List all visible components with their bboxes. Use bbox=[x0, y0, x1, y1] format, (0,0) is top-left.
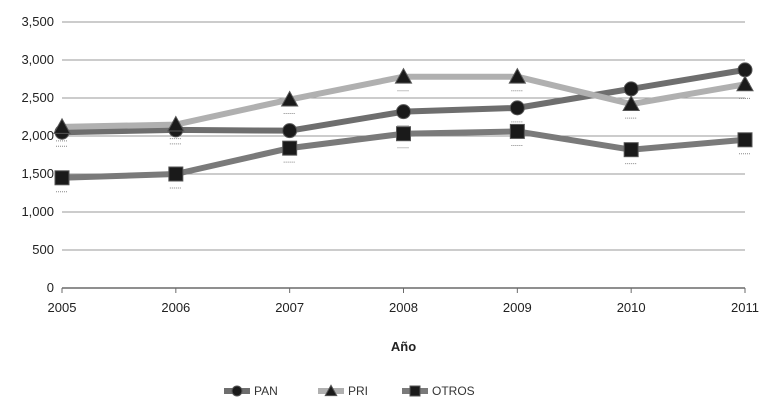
x-tick-label: 2006 bbox=[161, 300, 190, 315]
legend-swatch-marker bbox=[324, 384, 338, 397]
y-tick-label: 3,000 bbox=[21, 52, 54, 67]
x-tick-label: 2011 bbox=[731, 300, 759, 315]
x-tick-label: 2007 bbox=[275, 300, 304, 315]
data-point bbox=[54, 170, 70, 186]
data-point bbox=[282, 140, 298, 156]
legend-item-otros: OTROS bbox=[402, 384, 475, 398]
data-point bbox=[509, 123, 525, 139]
data-point bbox=[622, 95, 641, 112]
legend-swatch-marker bbox=[409, 385, 421, 397]
data-point bbox=[508, 67, 527, 84]
data-point bbox=[53, 117, 71, 134]
data-point bbox=[166, 115, 185, 132]
data-point bbox=[282, 123, 298, 139]
legend-item-pri: PRI bbox=[318, 384, 368, 398]
data-point bbox=[396, 104, 411, 120]
legend-item-pan: PAN bbox=[224, 384, 278, 398]
x-tick-label: 2009 bbox=[503, 300, 532, 315]
legend: PAN PRI OTROS bbox=[224, 384, 475, 398]
series-group bbox=[53, 62, 754, 193]
data-point bbox=[394, 67, 413, 84]
legend-swatch-marker bbox=[231, 385, 243, 397]
x-tick-label: 2010 bbox=[617, 300, 646, 315]
y-axis-ticks: 0 500 1,000 1,500 2,000 2,500 3,000 3,500 bbox=[21, 14, 54, 295]
y-tick-label: 1,000 bbox=[21, 204, 54, 219]
series-pri bbox=[53, 67, 754, 142]
y-tick-label: 3,500 bbox=[21, 14, 54, 29]
legend-label: PRI bbox=[348, 384, 368, 398]
x-tick-label: 2005 bbox=[48, 300, 77, 315]
x-axis-title: Año bbox=[391, 339, 416, 354]
data-point bbox=[737, 132, 753, 148]
data-point bbox=[509, 100, 525, 116]
y-tick-label: 0 bbox=[47, 280, 54, 295]
x-tick-label: 2008 bbox=[389, 300, 418, 315]
x-axis-ticks: 2005 2006 2007 2008 2009 2010 2011 bbox=[48, 288, 759, 315]
data-point bbox=[168, 166, 184, 182]
data-point bbox=[736, 75, 754, 92]
data-point bbox=[396, 126, 411, 142]
y-tick-label: 500 bbox=[32, 242, 54, 257]
grid-lines bbox=[62, 21, 745, 289]
data-point bbox=[737, 62, 753, 78]
data-point bbox=[280, 90, 299, 107]
legend-label: PAN bbox=[254, 384, 278, 398]
y-tick-label: 2,000 bbox=[21, 128, 54, 143]
legend-label: OTROS bbox=[432, 384, 475, 398]
y-tick-label: 1,500 bbox=[21, 166, 54, 181]
series-otros bbox=[54, 123, 753, 193]
data-point bbox=[623, 142, 639, 158]
data-point bbox=[623, 81, 639, 97]
y-tick-label: 2,500 bbox=[21, 90, 54, 105]
